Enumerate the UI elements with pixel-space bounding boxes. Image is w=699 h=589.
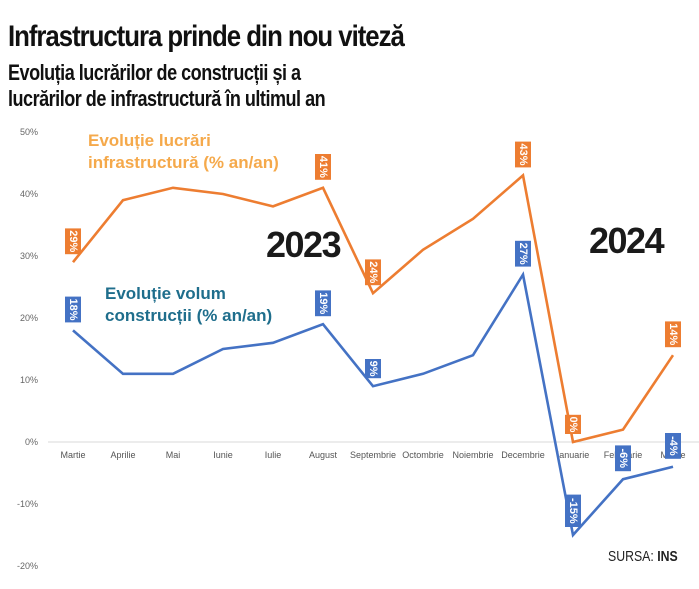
infrastructure-data-label-text: 43% (517, 143, 529, 165)
subtitle-line-2: lucrărilor de infrastructură în ultimul … (8, 86, 326, 111)
infrastructure-data-label: 14% (665, 321, 681, 348)
infrastructure-data-label: 0% (565, 414, 581, 434)
construction-data-label-box (515, 240, 531, 267)
construction-data-label-box (365, 359, 381, 379)
y-tick-label: -20% (17, 561, 38, 571)
x-tick-label: Noiembrie (452, 450, 493, 460)
x-tick-label: Aprilie (110, 450, 135, 460)
infrastructure-data-label-box (515, 141, 531, 168)
construction-data-label-text: 27% (517, 243, 529, 265)
construction-data-label: 27% (515, 240, 531, 267)
construction-data-label: 9% (365, 359, 381, 379)
x-tick-label: Ianuarie (557, 450, 590, 460)
construction-series-title-line1: Evoluție volum (105, 284, 226, 303)
construction-data-label-text: -15% (567, 498, 579, 524)
y-tick-label: 40% (20, 189, 38, 199)
x-axis: Martie Aprilie Mai Iunie Iulie August Septembr… (60, 450, 685, 460)
series-lines (71, 172, 675, 538)
infrastructure-data-label-text: 41% (317, 156, 329, 178)
construction-data-label: 19% (315, 290, 331, 317)
x-tick-label: Iulie (265, 450, 282, 460)
year-annotation-2023: 2023 (266, 224, 341, 265)
y-tick-label: 30% (20, 251, 38, 261)
construction-data-label-text: -6% (617, 449, 629, 469)
infrastructure-series-title-line2: infrastructură (% an/an) (88, 153, 279, 172)
year-annotation-2024: 2024 (589, 220, 665, 261)
infrastructure-data-label-text: 29% (67, 230, 79, 252)
x-tick-label: Octombrie (402, 450, 444, 460)
y-axis: 50% 40% 30% 20% 10% 0% -10% -20% (17, 127, 38, 571)
construction-data-label: -4% (665, 433, 681, 459)
source-note: SURSA: INS (608, 548, 678, 565)
infrastructure-data-label-box (665, 321, 681, 348)
construction-data-label-text: 9% (367, 361, 379, 377)
y-tick-label: 50% (20, 127, 38, 137)
x-tick-label: Iunie (213, 450, 233, 460)
construction-data-label-text: 19% (317, 292, 329, 314)
construction-data-label-text: 18% (67, 298, 79, 320)
infrastructure-data-label-box (65, 228, 81, 255)
y-tick-label: -10% (17, 499, 38, 509)
construction-data-label-box (65, 296, 81, 323)
infrastructure-series-title-line1: Evoluție lucrări (88, 131, 211, 150)
infrastructure-data-label-text: 0% (567, 416, 579, 432)
chart-title: Infrastructura prinde din nou viteză (8, 20, 405, 53)
y-tick-label: 0% (25, 437, 38, 447)
infrastructure-data-label: 43% (515, 141, 531, 168)
construction-data-label-box (665, 433, 681, 459)
construction-series-title-line2: construcții (% an/an) (105, 306, 272, 325)
x-tick-label: Martie (60, 450, 85, 460)
infrastructure-data-label-box (315, 154, 331, 180)
infrastructure-data-label: 24% (365, 259, 381, 286)
construction-data-label: 18% (65, 296, 81, 323)
construction-data-label-text: -4% (667, 436, 679, 456)
source-label: SURSA: (608, 548, 654, 565)
infrastructure-data-label-box (565, 414, 581, 434)
infrastructure-data-label-box (365, 259, 381, 286)
construction-data-label: -15% (565, 494, 581, 527)
infrastructure-data-label-text: 14% (667, 323, 679, 345)
construction-data-label: -6% (615, 445, 631, 472)
x-tick-label: Mai (166, 450, 181, 460)
infrastructure-data-label: 29% (65, 228, 81, 255)
x-tick-label: Decembrie (501, 450, 545, 460)
construction-data-label-box (565, 494, 581, 527)
x-tick-label: August (309, 450, 338, 460)
y-tick-label: 20% (20, 313, 38, 323)
chart-subtitle: Evoluția lucrărilor de construcții și a … (8, 60, 326, 112)
data-labels: 29% 41% 24% 43% 0% 14% 18% 19% 9% 27% -15% -6% -4% (65, 141, 681, 527)
source-value: INS (657, 548, 678, 565)
construction-data-label-box (615, 445, 631, 472)
x-tick-label: Septembrie (350, 450, 396, 460)
y-tick-label: 10% (20, 375, 38, 385)
construction-data-label-box (315, 290, 331, 317)
infrastructure-data-label: 41% (315, 154, 331, 180)
infrastructure-data-label-text: 24% (367, 261, 379, 283)
subtitle-line-1: Evoluția lucrărilor de construcții și a (8, 60, 301, 85)
